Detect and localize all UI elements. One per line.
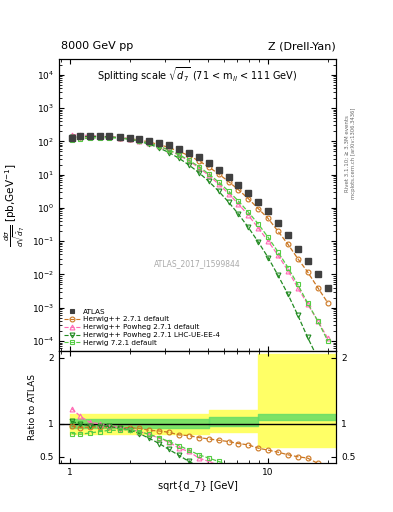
Y-axis label: Ratio to ATLAS: Ratio to ATLAS <box>28 374 37 440</box>
Legend: ATLAS, Herwig++ 2.7.1 default, Herwig++ Powheg 2.7.1 default, Herwig++ Powheg 2.: ATLAS, Herwig++ 2.7.1 default, Herwig++ … <box>61 306 223 349</box>
Text: Splitting scale $\sqrt{d_7}$ (71 < m$_{ll}$ < 111 GeV): Splitting scale $\sqrt{d_7}$ (71 < m$_{l… <box>97 65 298 83</box>
Text: mcplots.cern.ch [arXiv:1306.3436]: mcplots.cern.ch [arXiv:1306.3436] <box>351 108 356 199</box>
X-axis label: sqrt{d_7} [GeV]: sqrt{d_7} [GeV] <box>158 480 237 491</box>
Text: Z (Drell-Yan): Z (Drell-Yan) <box>268 41 336 51</box>
Text: 8000 GeV pp: 8000 GeV pp <box>61 41 133 51</box>
Y-axis label: $\frac{d\sigma}{d\sqrt{\bar{d}_7}}$ [pb,GeV$^{-1}$]: $\frac{d\sigma}{d\sqrt{\bar{d}_7}}$ [pb,… <box>3 163 28 247</box>
Text: Rivet 3.1.10; ≥ 3.3M events: Rivet 3.1.10; ≥ 3.3M events <box>345 115 350 192</box>
Text: ATLAS_2017_I1599844: ATLAS_2017_I1599844 <box>154 259 241 268</box>
